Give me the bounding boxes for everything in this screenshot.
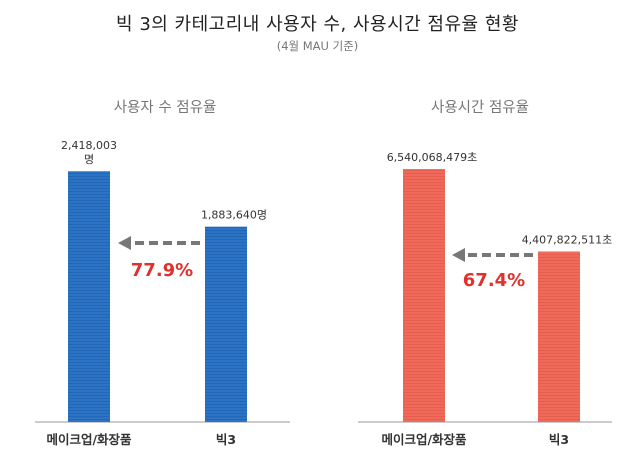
chart-users-title: 사용자 수 점유율 bbox=[114, 99, 217, 116]
chart-users-percentage: 77.9% bbox=[131, 260, 193, 281]
chart-time-title: 사용시간 점유율 bbox=[431, 99, 529, 116]
chart-time-bar-0 bbox=[403, 169, 445, 422]
chart-users-bar-0 bbox=[68, 171, 110, 422]
page-title: 빅 3의 카테고리내 사용자 수, 사용시간 점유율 현황 bbox=[116, 14, 519, 35]
chart-users-value-label-1: 1,883,640명 bbox=[201, 209, 267, 222]
chart-users-value-label-0: 명 bbox=[84, 153, 94, 166]
chart-time-bar-1 bbox=[538, 251, 580, 422]
page-subtitle: (4월 MAU 기준) bbox=[276, 39, 359, 53]
chart-time-percentage: 67.4% bbox=[463, 270, 525, 291]
chart-users-bar-1 bbox=[205, 226, 247, 422]
chart-time-category-0: 메이크업/화장품 bbox=[381, 432, 467, 447]
chart-time-value-label-1: 4,407,822,511초 bbox=[522, 234, 613, 247]
chart-time-value-label-0: 6,540,068,479초 bbox=[387, 151, 478, 164]
chart-users-value-label-0: 2,418,003 bbox=[61, 139, 117, 152]
chart-users-category-0: 메이크업/화장품 bbox=[46, 432, 132, 447]
chart-time-arrow-head bbox=[452, 248, 465, 262]
chart-users-category-1: 빅3 bbox=[216, 432, 236, 447]
chart-time-category-1: 빅3 bbox=[549, 432, 569, 447]
chart-users-arrow-head bbox=[118, 236, 131, 250]
